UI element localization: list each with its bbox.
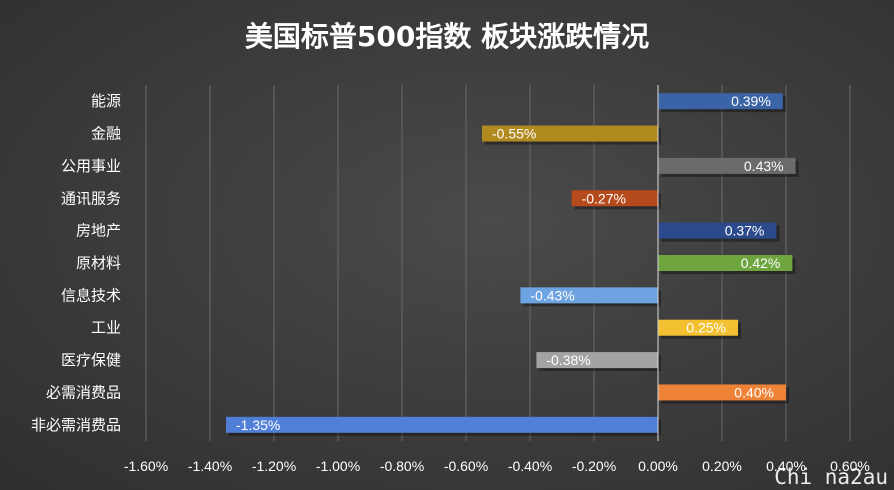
bar	[658, 384, 786, 401]
category-label: 工业	[91, 319, 121, 337]
data-label: 0.40%	[734, 384, 774, 400]
x-tick-label: -1.60%	[124, 458, 168, 474]
category-label: 金融	[91, 125, 121, 143]
data-label: -0.27%	[582, 190, 626, 206]
x-tick-label: 0.20%	[702, 458, 742, 474]
x-tick-label: -0.40%	[508, 458, 552, 474]
data-label: -1.35%	[236, 417, 280, 433]
x-tick-label: -1.00%	[316, 458, 360, 474]
bar	[658, 222, 777, 239]
bar	[482, 125, 658, 142]
x-tick-label: 0.40%	[766, 458, 806, 474]
data-label: 0.42%	[741, 255, 781, 271]
bar	[658, 157, 796, 174]
x-tick-label: -0.60%	[444, 458, 488, 474]
category-label: 信息技术	[61, 286, 121, 304]
bar	[658, 319, 738, 336]
data-label: -0.55%	[492, 126, 536, 142]
category-label: 能源	[91, 92, 121, 110]
x-tick-label: -0.80%	[380, 458, 424, 474]
data-label: 0.39%	[731, 93, 771, 109]
bar	[571, 190, 658, 207]
bar	[520, 287, 658, 304]
data-label: 0.43%	[744, 158, 784, 174]
category-label: 原材料	[76, 254, 121, 272]
data-label: 0.25%	[686, 320, 726, 336]
bars: 0.39% -0.55% 0.43% -0.27% 0.37% 0.42% -0.43% 0.…	[226, 85, 799, 441]
x-tick-label: -1.20%	[252, 458, 296, 474]
bar	[658, 93, 783, 110]
x-tick-label: -1.40%	[188, 458, 232, 474]
category-label: 公用事业	[61, 157, 121, 175]
category-label: 房地产	[76, 222, 121, 240]
x-tick-label: -0.20%	[572, 458, 616, 474]
bar	[658, 255, 793, 271]
chart-title: 美国标普500指数 板块涨跌情况	[245, 20, 649, 53]
bar	[536, 352, 658, 369]
x-axis-tick-labels: -1.60% -1.40% -1.20% -1.00% -0.80% -0.60% -0.4…	[124, 458, 870, 474]
data-label: -0.43%	[530, 287, 574, 303]
x-tick-label: 0.60%	[830, 458, 870, 474]
category-label: 通讯服务	[61, 189, 121, 207]
category-label: 必需消费品	[46, 383, 121, 401]
data-label: -0.38%	[546, 352, 590, 368]
bar	[226, 416, 658, 433]
category-label: 非必需消费品	[31, 416, 121, 434]
watermark: Chi na2au	[774, 465, 888, 489]
category-label: 医疗保健	[61, 351, 121, 369]
x-tick-label: 0.00%	[638, 458, 678, 474]
data-label: 0.37%	[725, 223, 765, 239]
